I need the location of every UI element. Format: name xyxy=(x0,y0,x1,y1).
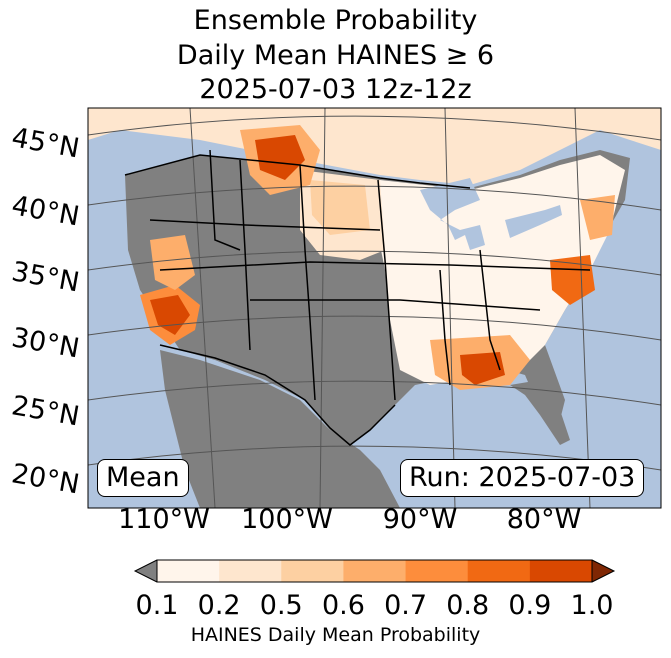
state-line-6 xyxy=(159,261,591,271)
prob-region-northeast xyxy=(580,195,615,240)
colorbar-segment xyxy=(343,560,407,582)
great-lakes xyxy=(420,178,485,250)
lon-label-90: 90°W xyxy=(382,504,458,535)
florida xyxy=(510,380,570,445)
colorbar-segment xyxy=(281,560,344,582)
title-line-1: Ensemble Probability xyxy=(193,5,478,36)
latline-35 xyxy=(88,250,661,276)
prob-region-northern-plains xyxy=(310,180,370,235)
mexico-land xyxy=(160,350,400,508)
latline-40 xyxy=(88,185,661,211)
graticule xyxy=(88,108,661,508)
lonline-100 xyxy=(319,108,326,508)
state-line-2 xyxy=(239,159,251,351)
colorbar-under-outline xyxy=(133,559,158,583)
canada-land xyxy=(88,108,661,185)
colorbar-over-arrow xyxy=(592,560,614,582)
map-frame xyxy=(87,107,662,509)
colorbar-segment xyxy=(529,560,593,582)
mean-label: Mean xyxy=(97,459,189,497)
state-line-9 xyxy=(479,249,501,371)
lon-label-100: 100°W xyxy=(241,504,333,535)
prob-region-south-core xyxy=(460,352,505,385)
title-line-3: 2025-07-03 12z-12z xyxy=(199,74,472,105)
prob-region-virginia xyxy=(550,255,595,305)
state-line-3 xyxy=(299,164,316,401)
colorbar-over-outline xyxy=(591,559,616,583)
lonline-80 xyxy=(574,108,591,508)
colorbar-segment xyxy=(157,560,220,582)
colorbar-under-arrow xyxy=(135,560,157,582)
colorbar-tick-label: 0.2 xyxy=(197,590,241,621)
borders xyxy=(124,149,591,446)
state-line-4 xyxy=(377,179,396,401)
us-mexico-border xyxy=(159,344,396,446)
colorbar-segment xyxy=(219,560,282,582)
colorbar-tick-label: 0.8 xyxy=(446,590,490,621)
state-line-8 xyxy=(439,269,451,386)
title-line-2: Daily Mean HAINES ≥ 6 xyxy=(176,40,495,71)
colorbar-tick-label: 0.7 xyxy=(384,590,428,621)
lon-label-110: 110°W xyxy=(118,504,210,535)
state-line-5 xyxy=(149,219,381,231)
latline-25 xyxy=(88,380,661,406)
state-line-1 xyxy=(209,149,241,251)
prob-region-nevada xyxy=(150,235,195,290)
latline-45 xyxy=(88,115,661,141)
colorbar-frame xyxy=(156,559,593,583)
colorbar-tick-label: 0.1 xyxy=(135,590,179,621)
colorbar-segment xyxy=(467,560,531,582)
state-line-7 xyxy=(250,299,541,311)
lonline-90 xyxy=(444,108,456,508)
colorbar-tick-label: 0.9 xyxy=(508,590,552,621)
lake-erie-ontario xyxy=(505,205,562,238)
latline-30 xyxy=(88,315,661,341)
us-canada-border xyxy=(124,154,471,189)
colorbar-tick-label: 0.5 xyxy=(259,590,303,621)
colorbar-segment xyxy=(405,560,469,582)
colorbar-label: HAINES Daily Mean Probability xyxy=(190,624,481,646)
colorbar-tick-label: 1.0 xyxy=(570,590,614,621)
prob-region-southwest-core xyxy=(150,295,190,335)
prob-region-montana-core xyxy=(255,135,305,180)
lon-label-80: 80°W xyxy=(506,504,582,535)
lonline-110 xyxy=(189,108,216,508)
run-label: Run: 2025-07-03 xyxy=(400,459,645,497)
colorbar-tick-label: 0.6 xyxy=(321,590,365,621)
